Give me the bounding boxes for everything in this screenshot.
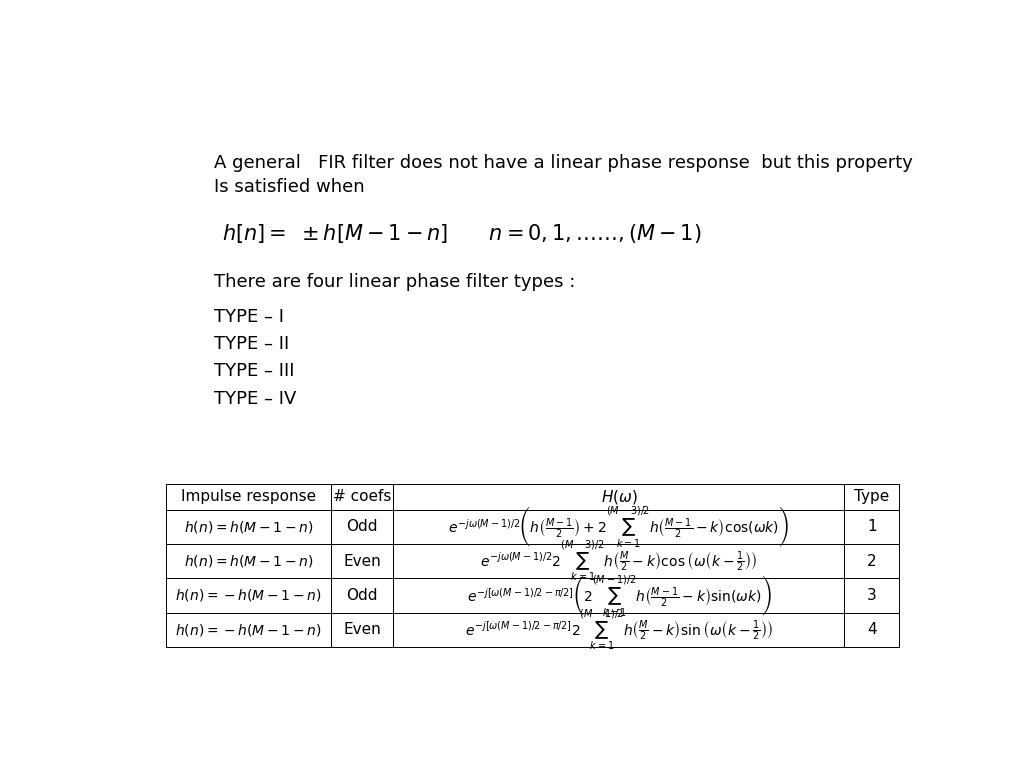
Bar	[393, 578, 845, 613]
Bar	[166, 484, 331, 510]
Bar	[331, 578, 393, 613]
Text: $h(n) = -h(M-1-n)$: $h(n) = -h(M-1-n)$	[175, 588, 322, 604]
Bar	[331, 510, 393, 544]
Text: 1: 1	[867, 519, 877, 535]
Text: $e^{-j\omega(M-1)/2}\left(h\left(\frac{M-1}{2}\right)+2\sum_{k=1}^{(M-3)/2}h\lef: $e^{-j\omega(M-1)/2}\left(h\left(\frac{M…	[449, 505, 790, 549]
Bar	[393, 484, 845, 510]
Text: 3: 3	[867, 588, 877, 603]
Bar	[166, 510, 331, 544]
Bar	[393, 544, 845, 578]
Bar	[393, 613, 845, 647]
Bar	[166, 544, 331, 578]
Text: Is satisfied when: Is satisfied when	[214, 178, 365, 196]
Bar	[845, 544, 899, 578]
Text: 2: 2	[867, 554, 877, 568]
Text: Odd: Odd	[346, 588, 378, 603]
Text: TYPE – IV: TYPE – IV	[214, 389, 296, 408]
Text: $h(n) = h(M-1-n)$: $h(n) = h(M-1-n)$	[184, 519, 313, 535]
Text: $e^{-j\omega(M-1)/2}2\sum_{k=1}^{(M-3)/2}h\left(\frac{M}{2}-k\right)\cos\left(\o: $e^{-j\omega(M-1)/2}2\sum_{k=1}^{(M-3)/2…	[480, 539, 758, 584]
Bar	[166, 578, 331, 613]
Text: Type: Type	[854, 489, 890, 504]
Bar	[845, 578, 899, 613]
Bar	[393, 510, 845, 544]
Text: TYPE – II: TYPE – II	[214, 335, 289, 353]
Text: 4: 4	[867, 622, 877, 637]
Bar	[331, 484, 393, 510]
Text: TYPE – III: TYPE – III	[214, 362, 294, 380]
Bar	[166, 613, 331, 647]
Text: $h(n) = -h(M-1-n)$: $h(n) = -h(M-1-n)$	[175, 622, 322, 637]
Bar	[331, 613, 393, 647]
Text: $h(n) = h(M-1-n)$: $h(n) = h(M-1-n)$	[184, 553, 313, 569]
Text: Even: Even	[343, 622, 381, 637]
Text: Impulse response: Impulse response	[181, 489, 316, 504]
Bar	[845, 613, 899, 647]
Text: $H(\omega)$: $H(\omega)$	[600, 488, 637, 505]
Text: Even: Even	[343, 554, 381, 568]
Text: $h[n] = \ \pm h[M - 1 - n] \quad\quad n = 0,1, \ldots\ldots, (M-1)$: $h[n] = \ \pm h[M - 1 - n] \quad\quad n …	[221, 222, 701, 245]
Text: A general   FIR filter does not have a linear phase response  but this property: A general FIR filter does not have a lin…	[214, 154, 912, 172]
Bar	[845, 510, 899, 544]
Text: TYPE – I: TYPE – I	[214, 308, 284, 326]
Bar	[331, 544, 393, 578]
Text: # coefs: # coefs	[333, 489, 391, 504]
Bar	[845, 484, 899, 510]
Text: Odd: Odd	[346, 519, 378, 535]
Text: $e^{-j[\omega(M-1)/2-\pi/2]}\left(2\sum_{k=1}^{(M-1)/2}h\left(\frac{M-1}{2}-k\ri: $e^{-j[\omega(M-1)/2-\pi/2]}\left(2\sum_…	[467, 573, 771, 618]
Text: $e^{-j[\omega(M-1)/2-\pi/2]}2\sum_{k=1}^{(M-1)/2}h\left(\frac{M}{2}-k\right)\sin: $e^{-j[\omega(M-1)/2-\pi/2]}2\sum_{k=1}^…	[465, 607, 773, 652]
Text: There are four linear phase filter types :: There are four linear phase filter types…	[214, 273, 575, 290]
